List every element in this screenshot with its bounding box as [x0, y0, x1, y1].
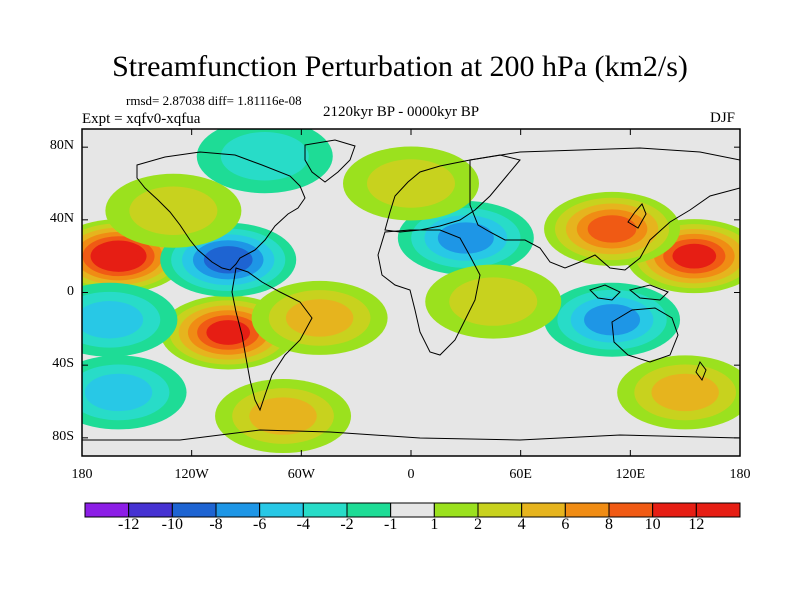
contour-level	[249, 397, 317, 435]
lon-tick-label: 180	[71, 467, 93, 482]
period-label: 2120kyr BP - 0000kyr BP	[323, 104, 480, 120]
colorbar-tick-label: -12	[117, 516, 140, 533]
colorbar-swatch	[695, 502, 741, 518]
colorbar-tick-label: -2	[340, 516, 354, 533]
colorbar-swatch	[215, 502, 261, 518]
streamfunction-field	[82, 129, 740, 454]
colorbar-swatch	[302, 502, 348, 518]
coastline-africa	[377, 229, 481, 356]
anomaly-center	[82, 282, 178, 357]
lon-tick-label: 60W	[287, 467, 315, 482]
anomaly-center	[82, 355, 187, 430]
colorbar-swatch	[608, 502, 654, 518]
contour-level	[203, 246, 253, 274]
rmsd-diff-stats: rmsd= 2.87038 diff= 1.81116e-08	[126, 93, 302, 108]
colorbar-tick-label: -4	[296, 516, 310, 533]
anomaly-center	[343, 146, 479, 221]
colorbar-swatch	[390, 502, 435, 518]
colorbar-tick-label: 10	[644, 516, 661, 533]
contour-level	[84, 373, 153, 412]
lat-tick-label: 40N	[49, 210, 74, 226]
colorbar	[84, 502, 741, 518]
coastline-greenland	[304, 139, 356, 183]
coastline-maritime-continent	[589, 284, 669, 301]
contour-level	[651, 373, 719, 412]
contour-level	[129, 186, 218, 235]
coastline-japan	[627, 203, 647, 229]
lat-tick-label: 40S	[52, 356, 74, 372]
colorbar-swatch	[171, 502, 217, 518]
colorbar-tick-label: -1	[383, 516, 398, 533]
plot-title: Streamfunction Perturbation at 200 hPa (…	[112, 50, 688, 83]
contour-level	[437, 222, 494, 254]
colorbar-tick-label: -8	[209, 516, 223, 533]
experiment-label: Expt = xqfv0-xqfua	[82, 111, 201, 127]
coastline-new-zealand	[695, 360, 707, 382]
axis-ticks	[81, 129, 741, 456]
contour-level	[367, 159, 455, 208]
coastline-europe	[384, 154, 521, 233]
anomaly-center	[196, 129, 333, 194]
lon-tick-label: 120E	[615, 467, 646, 482]
colorbar-swatch	[521, 502, 566, 518]
colorbar-swatch	[652, 502, 697, 518]
colorbar-swatch	[346, 502, 392, 518]
colorbar-swatch	[259, 502, 304, 518]
contour-level	[98, 244, 139, 268]
coastlines	[82, 139, 740, 441]
contour-level	[587, 215, 637, 243]
colorbar-swatch	[128, 502, 173, 518]
anomaly-center	[397, 201, 534, 275]
colorbar-tick-label: 8	[605, 516, 613, 533]
coastline-south-america	[231, 267, 313, 412]
colorbar-tick-label: -10	[161, 516, 183, 533]
anomaly-center	[425, 264, 562, 339]
lon-tick-label: 0	[407, 467, 415, 482]
contour-level	[584, 304, 641, 336]
anomaly-center	[544, 282, 681, 357]
contour-level	[449, 277, 538, 326]
lon-tick-label: 180	[729, 467, 751, 482]
lat-tick-label: 80S	[52, 428, 74, 444]
lat-tick-label: 80N	[49, 138, 74, 154]
coastline-north-america	[136, 151, 306, 271]
anomaly-center	[251, 280, 388, 355]
colorbar-tick-label: 4	[517, 516, 526, 533]
coastline-antarctica	[82, 429, 740, 441]
lon-tick-label: 60E	[509, 467, 532, 482]
anomaly-center	[105, 173, 242, 248]
colorbar-tick-label: 1	[430, 516, 439, 533]
contour-level	[285, 299, 354, 337]
contour-level	[82, 301, 144, 339]
anomaly-center	[215, 379, 352, 454]
colorbar-tick-label: 12	[688, 516, 705, 533]
colorbar-swatch	[433, 502, 479, 518]
season-label: DJF	[710, 110, 736, 126]
contour-level	[220, 132, 309, 181]
anomaly-center	[544, 191, 681, 266]
contour-level	[672, 243, 717, 269]
colorbar-tick-label: -6	[252, 516, 267, 533]
anomaly-center	[617, 355, 740, 430]
colorbar-swatch	[564, 502, 610, 518]
contour-level	[206, 320, 251, 345]
colorbar-swatch	[477, 502, 523, 518]
colorbar-swatch	[84, 502, 130, 518]
colorbar-tick-label: 6	[561, 516, 570, 533]
lon-tick-label: 120W	[174, 467, 209, 482]
anomaly-center	[626, 219, 740, 294]
coastline-asia	[469, 147, 740, 271]
colorbar-tick-label: 2	[474, 516, 482, 533]
coastline-australia	[611, 307, 679, 363]
lat-tick-label: 0	[67, 283, 74, 299]
